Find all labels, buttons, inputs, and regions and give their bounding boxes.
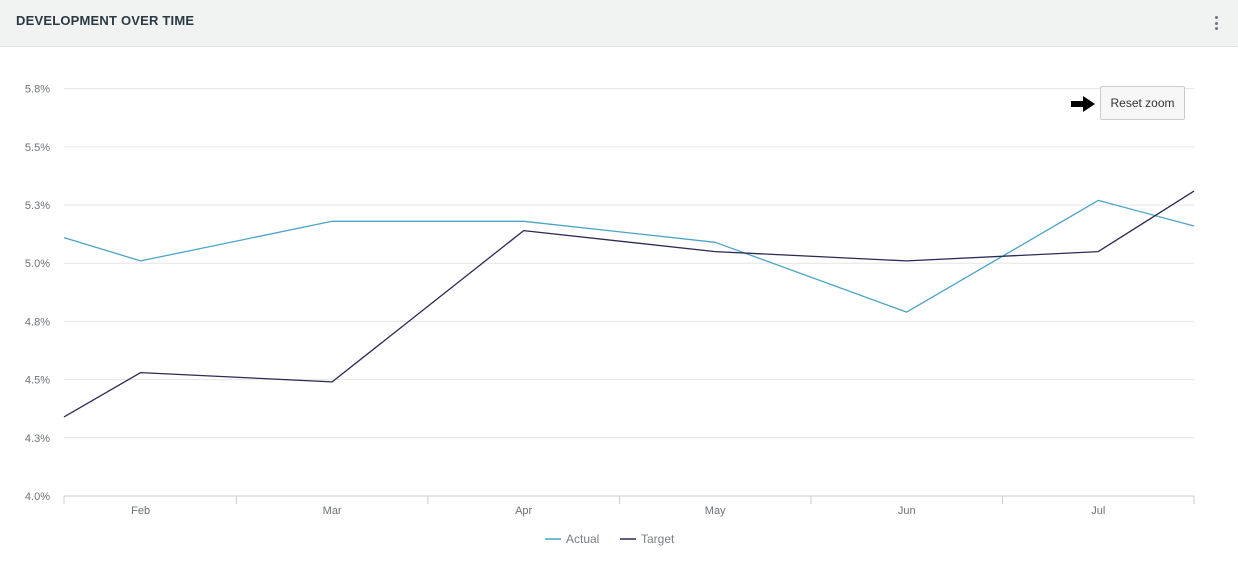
y-tick-label: 5.0%: [25, 258, 50, 270]
x-tick-label: Feb: [131, 505, 150, 517]
y-tick-label: 5.3%: [25, 200, 50, 212]
series-line-actual: [63, 199, 1195, 313]
y-tick-label: 4.3%: [25, 433, 50, 445]
y-tick-label: 4.5%: [25, 375, 50, 387]
line-chart[interactable]: 4.0% 4.3% 4.5% 4.8% 5.0% 5.3% 5.5% 5.8% Feb Mar Ap…: [0, 47, 1238, 576]
x-tick-label: Apr: [515, 505, 532, 517]
x-tick-label: Mar: [323, 505, 342, 517]
series-line-target: [63, 190, 1195, 418]
panel-header: DEVELOPMENT OVER TIME: [0, 0, 1238, 47]
x-tick-label: Jun: [898, 505, 916, 517]
y-tick-label: 4.8%: [25, 316, 50, 328]
legend-label-target[interactable]: Target: [641, 532, 675, 546]
y-tick-label: 5.8%: [25, 84, 50, 96]
legend-label-actual[interactable]: Actual: [566, 532, 599, 546]
more-vertical-icon[interactable]: [1209, 14, 1225, 32]
x-tick-label: May: [705, 505, 726, 517]
y-tick-label: 4.0%: [25, 491, 50, 503]
arrow-right-icon: [1071, 96, 1095, 112]
y-tick-label: 5.5%: [25, 142, 50, 154]
reset-zoom-button[interactable]: Reset zoom: [1100, 86, 1185, 120]
panel-title: DEVELOPMENT OVER TIME: [16, 13, 195, 28]
x-tick-label: Jul: [1091, 505, 1105, 517]
